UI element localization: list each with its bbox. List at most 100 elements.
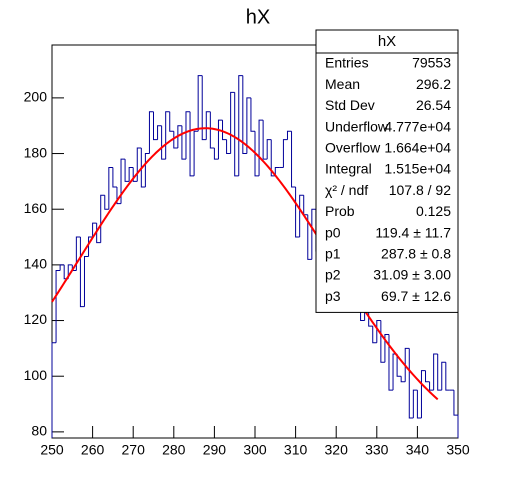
histogram-bin [226,139,231,155]
stats-value: 26.54 [416,97,451,113]
histogram-bin [250,97,255,132]
histogram-bin [88,236,93,257]
stats-name: Std Dev [325,97,375,113]
x-tick-label: 330 [365,442,389,458]
histogram-bin [189,111,195,177]
histogram-bin [222,120,227,141]
histogram-bin [197,75,203,132]
histogram-bin [83,256,89,307]
histogram-bin [441,361,446,391]
histogram-bin [238,75,243,176]
histogram-bin [128,166,134,182]
histogram-bin [416,390,422,419]
histogram-bin [209,111,215,149]
x-tick-label: 300 [243,442,267,458]
stats-value: 4.777e+04 [384,118,451,134]
stats-value: 119.4 ± 11.7 [375,224,451,240]
histogram-bin [396,353,402,377]
histogram-bin [132,167,138,182]
histogram-bin [108,166,113,210]
histogram-bin [299,194,304,238]
histogram-bin [112,167,117,188]
stats-name: Overflow [325,140,381,156]
histogram-bin [384,333,389,363]
y-tick-label: 200 [24,89,48,105]
histogram-bin [181,125,186,160]
y-tick-label: 80 [31,423,47,439]
histogram-bin [205,111,211,140]
stats-name: Integral [325,161,372,177]
histogram-bin [234,92,239,177]
histogram-bin [425,370,430,383]
stats-name: p3 [325,288,341,304]
stats-value: 31.09 ± 3.00 [373,267,451,283]
histogram-bin [274,166,280,176]
histogram-bin [116,186,122,205]
stats-name: Mean [325,76,360,92]
histogram-bin [412,389,418,418]
histogram-bin [372,326,377,344]
y-tick-label: 100 [24,367,48,383]
x-tick-label: 260 [81,442,105,458]
histogram-bin [120,158,126,204]
histogram-bin [437,353,442,391]
histogram-bin [177,125,182,148]
stats-name: Underflow [325,118,389,134]
histogram-bin [311,208,316,260]
fit-curve [51,127,439,401]
histogram-bin [286,130,292,140]
histogram-bin [161,125,166,160]
stats-value: 0.125 [416,203,451,219]
stats-name: p1 [325,246,341,262]
histogram-bin [51,342,57,438]
histogram-bin [104,195,109,210]
histogram-bin [404,347,410,382]
histogram-bin [67,264,73,279]
y-tick-label: 160 [24,200,48,216]
histogram-bin [136,147,142,182]
stats-value: 69.7 ± 12.6 [381,288,451,304]
stats-box [315,29,459,313]
histogram-bin [79,237,85,308]
histogram-bin [262,120,268,160]
histogram-bin [246,97,251,154]
histogram-bin [185,111,191,160]
histogram-bin [140,147,146,188]
stats-value: 107.8 / 92 [389,182,451,198]
histogram-bin [193,130,199,176]
x-tick-label: 290 [203,442,227,458]
histogram-bin [445,362,450,391]
y-tick-label: 180 [24,144,48,160]
histogram-bin [217,119,223,160]
histogram-bin [75,236,81,271]
histogram-bin [148,111,154,154]
histogram-bin [433,353,438,391]
histogram-bin [153,111,158,141]
y-tick-label: 140 [24,256,48,272]
x-tick-label: 320 [325,442,349,458]
histogram-bin [266,139,272,160]
histogram-bin [400,376,406,383]
x-tick-label: 280 [162,442,186,458]
histogram-bin [201,75,207,141]
stats-value: 1.515e+04 [384,161,451,177]
histogram-bin [169,111,174,132]
histogram-bin [388,334,394,391]
histogram-bin [254,131,260,177]
histogram-bin [213,147,219,160]
histogram-bin [242,75,247,155]
stats-title: hX [378,33,396,50]
stats-value: 296.2 [416,76,451,92]
histogram-bin [270,139,276,177]
histogram-bin [59,264,65,271]
histogram-bin [291,131,296,188]
y-tick-label: 120 [24,311,48,327]
histogram-bin [307,214,312,260]
stats-name: p2 [325,267,341,283]
x-tick-label: 310 [284,442,308,458]
histogram-bin [453,390,459,438]
stats-name: p0 [325,224,341,240]
histogram-bin [173,131,178,149]
stats-name: χ² / ndf [325,182,368,198]
